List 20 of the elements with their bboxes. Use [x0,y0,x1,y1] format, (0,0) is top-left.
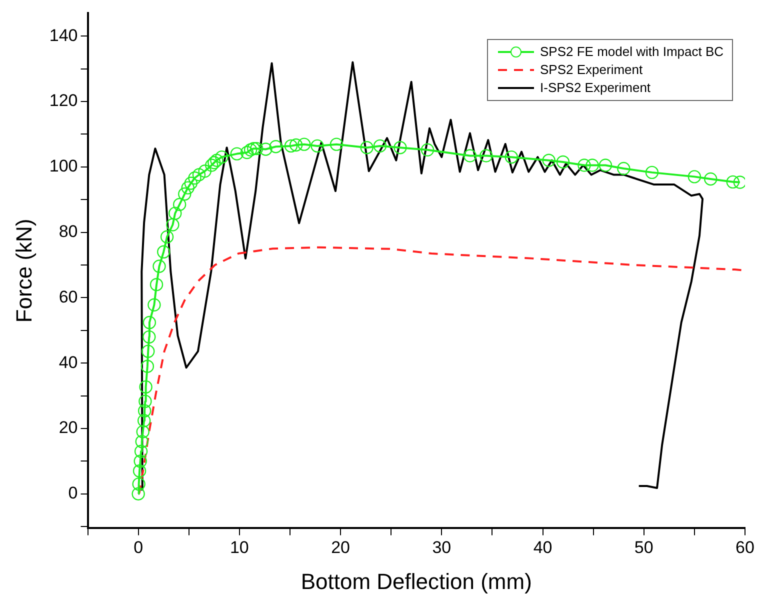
x-tick-label: 10 [230,538,249,558]
x-tick-label: 60 [736,538,754,558]
legend-label: I-SPS2 Experiment [540,79,651,98]
y-tick-label: 80 [58,222,78,241]
x-tick-label: 20 [331,538,350,558]
x-tick-label: 40 [533,538,552,558]
y-tick-label: 60 [58,287,78,306]
x-tick-label: 0 [134,538,144,558]
x-tick-label: 50 [634,538,654,558]
y-tick-label: 40 [58,352,78,372]
x-tick-label: 30 [432,538,452,558]
legend-label: SPS2 Experiment [540,61,643,80]
y-tick-label: 100 [49,156,78,176]
y-axis-title: Force (kN) [11,218,36,323]
y-tick-label: 140 [49,26,78,45]
y-tick-label: 20 [58,418,78,438]
y-tick-label: 120 [49,91,78,110]
x-axis-title: Bottom Deflection (mm) [300,568,532,594]
legend-label: SPS2 FE model with Impact BC [540,43,724,62]
y-tick-label: 0 [68,484,78,503]
